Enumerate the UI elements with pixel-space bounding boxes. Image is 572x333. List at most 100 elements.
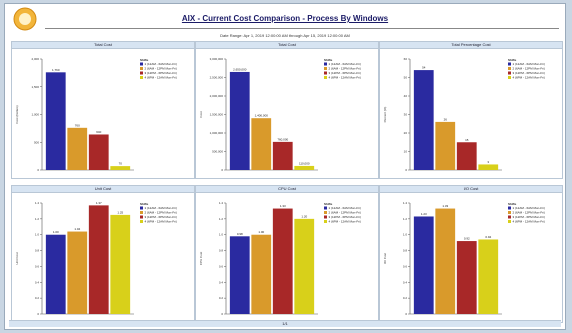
y-tick-label: 0.2	[403, 296, 408, 300]
legend-swatch	[140, 67, 143, 70]
bar-value-label: 760,000	[277, 137, 288, 141]
y-tick-label: 0	[221, 312, 223, 316]
y-tick-label: 0.8	[35, 249, 40, 253]
legend-swatch	[508, 67, 511, 70]
legend-entry: 1 (12AM - 6AM Mon-Fri)	[513, 206, 545, 210]
bar	[435, 122, 455, 170]
y-tick-label: 0	[405, 168, 407, 172]
y-tick-label: 0.4	[219, 280, 224, 284]
legend-swatch	[324, 216, 327, 219]
legend-entry: 4 (6PM - 12AM Mon-Fri)	[329, 76, 361, 80]
bar	[478, 164, 498, 170]
y-tick-label: 1.0	[35, 233, 40, 237]
bar-value-label: 15	[465, 138, 469, 142]
chart-title: CPU Cost	[196, 186, 378, 193]
y-tick-label: 2,000	[31, 57, 39, 61]
y-axis-label: Cost	[199, 111, 203, 117]
legend-swatch	[324, 72, 327, 75]
legend-swatch	[140, 63, 143, 66]
bar	[251, 235, 271, 314]
legend-swatch	[324, 67, 327, 70]
y-tick-label: 0.2	[35, 296, 40, 300]
legend-swatch	[324, 63, 327, 66]
legend-entry: 1 (12AM - 6AM Mon-Fri)	[513, 62, 545, 66]
y-tick-label: 1,500,000	[210, 113, 224, 117]
bar-chart: Cost0500,0001,000,0001,500,0002,000,0002…	[196, 49, 378, 178]
bar-value-label: 1.33	[280, 204, 286, 208]
bar	[67, 128, 87, 170]
bar-value-label: 1.33	[442, 204, 448, 208]
legend-entry: 2 (6AM - 12PM Mon-Fri)	[513, 211, 545, 215]
y-tick-label: 50	[404, 76, 408, 80]
y-tick-label: 1.2	[35, 217, 40, 221]
bar-value-label: 1.00	[53, 230, 59, 234]
bar-value-label: 0.92	[464, 237, 470, 241]
y-tick-label: 1,000	[31, 113, 39, 117]
chart-panel: Total Cost Cost 0 500,000 1,000,000 1,500,000…	[195, 41, 379, 179]
bar	[67, 232, 87, 314]
bar	[414, 70, 434, 170]
y-axis-label: Percent (%)	[383, 107, 387, 123]
bar-value-label: 2,650,000	[233, 67, 247, 71]
bar	[46, 72, 66, 170]
bar-value-label: 26	[444, 117, 448, 121]
y-tick-label: 3,000,000	[210, 57, 224, 61]
legend-entry: 4 (6PM - 12AM Mon-Fri)	[145, 220, 177, 224]
bar-value-label: 1.37	[96, 201, 102, 205]
legend-entry: 4 (6PM - 12AM Mon-Fri)	[145, 76, 177, 80]
bar	[46, 235, 66, 314]
page-footer: 1/1	[9, 320, 561, 327]
chart-panel: Total Cost Cost (Dollars) 0 500 1,000 1,500 2,…	[11, 41, 195, 179]
y-tick-label: 2,500,000	[210, 76, 224, 80]
y-tick-label: 1.2	[219, 217, 224, 221]
legend-entry: 2 (6AM - 12PM Mon-Fri)	[513, 67, 545, 71]
bar	[273, 209, 293, 314]
bar	[435, 209, 455, 314]
legend-swatch	[508, 72, 511, 75]
bar-value-label: 1.25	[117, 210, 123, 214]
y-tick-label: 0.8	[219, 249, 224, 253]
legend-entry: 3 (12PM - 6PM Mon-Fri)	[329, 215, 361, 219]
bar	[89, 134, 109, 170]
bar-value-label: 1.23	[421, 212, 427, 216]
y-tick-label: 1.4	[219, 201, 224, 205]
chart-title: Total Cost	[196, 42, 378, 49]
legend-entry: 2 (6AM - 12PM Mon-Fri)	[329, 67, 361, 71]
report-subtitle: Date Range: Apr 1, 2019 12:00:00 AM thro…	[5, 33, 565, 38]
legend-entry: 3 (12PM - 6PM Mon-Fri)	[145, 71, 177, 75]
bar-value-label: 3	[487, 160, 489, 164]
legend-swatch	[508, 216, 511, 219]
bar-value-label: 1.20	[301, 214, 307, 218]
legend-swatch	[508, 207, 511, 210]
bar-value-label: 0.94	[485, 235, 491, 239]
y-tick-label: 0.4	[403, 280, 408, 284]
y-tick-label: 0.4	[35, 280, 40, 284]
bar-value-label: 1,760	[52, 68, 60, 72]
chart-panel: CPU Cost CPU Cost 0 0.2 0.4 0.6 0.8 1.0 1.2 1.4 0.…	[195, 185, 379, 323]
bar-value-label: 640	[96, 130, 101, 134]
y-tick-label: 0	[37, 312, 39, 316]
y-tick-label: 2,000,000	[210, 94, 224, 98]
y-axis-label: Cost (Dollars)	[15, 105, 19, 123]
y-tick-label: 0	[221, 168, 223, 172]
y-tick-label: 30	[404, 113, 408, 117]
y-tick-label: 1,000,000	[210, 131, 224, 135]
y-tick-label: 1.2	[403, 217, 408, 221]
chart-title: Unit Cost	[12, 186, 194, 193]
chart-panel: I/O Cost I/O Cost 0 0.2 0.4 0.6 0.8 1.0 1.2 1.4 1.…	[379, 185, 563, 323]
legend-entry: 2 (6AM - 12PM Mon-Fri)	[145, 67, 177, 71]
y-tick-label: 1,500	[31, 85, 39, 89]
y-tick-label: 10	[404, 150, 408, 154]
bar	[457, 241, 477, 314]
bar-value-label: 1.00	[258, 230, 264, 234]
chart-panel: Unit Cost Unit Cost 0 0.2 0.4 0.6 0.8 1.0 1.2 1.4…	[11, 185, 195, 323]
y-tick-label: 0.2	[219, 296, 224, 300]
legend-entry: 3 (12PM - 6PM Mon-Fri)	[513, 71, 545, 75]
legend-entry: 1 (12AM - 6AM Mon-Fri)	[329, 206, 361, 210]
legend-entry: 4 (6PM - 12AM Mon-Fri)	[513, 220, 545, 224]
y-tick-label: 500	[34, 140, 39, 144]
bar	[294, 166, 314, 170]
bar	[110, 166, 130, 170]
bar-value-label: 110,000	[299, 161, 310, 165]
bar	[414, 216, 434, 314]
